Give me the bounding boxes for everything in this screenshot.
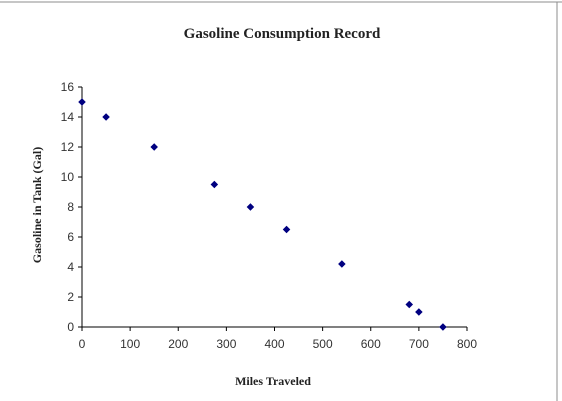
chart-title: Gasoline Consumption Record — [184, 26, 381, 42]
data-point — [282, 225, 291, 234]
x-tick-label: 600 — [361, 337, 381, 351]
y-tick-label: 14 — [61, 110, 75, 124]
data-point — [415, 308, 423, 316]
data-point — [210, 180, 219, 189]
x-tick-label: 800 — [457, 337, 477, 351]
x-tick-label: 100 — [120, 337, 140, 351]
data-point — [338, 260, 346, 268]
x-tick-label: 300 — [216, 337, 236, 351]
y-axis-title: Gasoline in Tank (Gal) — [30, 147, 44, 263]
plot-area: 0 2 4 6 8 10 12 14 16 0 100 200 300 400 500 600 700 800 — [61, 80, 478, 351]
y-tick-label: 8 — [67, 200, 74, 214]
y-tick-label: 2 — [67, 290, 74, 304]
x-tick-label: 400 — [264, 337, 284, 351]
x-tick-label: 500 — [313, 337, 333, 351]
y-tick-label: 6 — [67, 230, 74, 244]
y-tick-label: 12 — [61, 140, 75, 154]
x-tick-label: 700 — [409, 337, 429, 351]
data-point — [405, 300, 414, 309]
data-point — [439, 323, 447, 331]
data-point — [102, 113, 110, 121]
y-tick-label: 10 — [61, 170, 75, 184]
x-tick-label: 0 — [79, 337, 86, 351]
data-point — [78, 98, 86, 106]
x-tick-label: 200 — [168, 337, 188, 351]
x-axis-title: Miles Traveled — [235, 374, 311, 388]
y-tick-label: 16 — [61, 80, 75, 94]
y-tick-label: 0 — [67, 320, 74, 334]
y-tick-label: 4 — [67, 260, 74, 274]
data-point — [246, 203, 255, 211]
data-point — [150, 143, 158, 151]
